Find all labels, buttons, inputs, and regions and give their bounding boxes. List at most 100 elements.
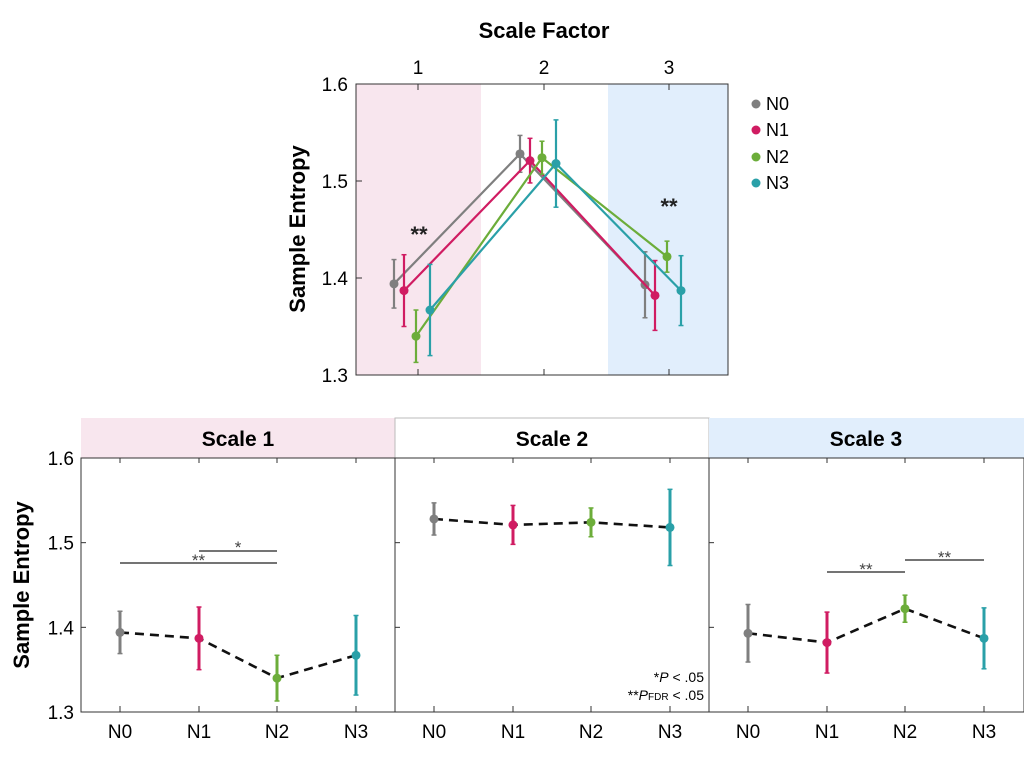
panel3-point-0 bbox=[743, 628, 753, 638]
panel2-point-3 bbox=[665, 522, 675, 532]
legend-marker-n0 bbox=[751, 99, 761, 109]
top-point-n2-0 bbox=[411, 331, 421, 341]
legend-item-n1: N1 bbox=[751, 120, 789, 140]
panel3-sig-label-1: ** bbox=[938, 548, 952, 567]
scale3-shade bbox=[608, 84, 728, 375]
scale1-panel-frame bbox=[80, 457, 396, 713]
panel3-point-3 bbox=[979, 633, 989, 643]
top-ytick-label-1: 1.4 bbox=[322, 269, 349, 290]
scale2-panel: N0 N1 N2 N3 bbox=[395, 457, 682, 743]
panel1-xtick-label-3: N3 bbox=[344, 722, 368, 743]
panel2-xtick-label-2: N2 bbox=[579, 722, 603, 743]
legend-label-n1: N1 bbox=[766, 120, 789, 140]
top-point-n3-2 bbox=[676, 286, 686, 296]
note-pfdr-rest: < .05 bbox=[669, 687, 705, 703]
top-plot-frame bbox=[355, 83, 729, 376]
top-series-layer bbox=[389, 119, 686, 364]
panel2-point-0 bbox=[429, 514, 439, 524]
top-series-n1 bbox=[399, 137, 660, 332]
note-p05-rest: < .05 bbox=[669, 669, 705, 685]
top-xtick-label-2: 3 bbox=[664, 58, 675, 79]
legend-item-n0: N0 bbox=[751, 94, 789, 114]
panel2-xtick-label-1: N1 bbox=[501, 722, 525, 743]
bottom-ytick-label-3: 1.6 bbox=[48, 449, 74, 470]
panel1-point-2 bbox=[272, 673, 282, 683]
scale3-panel-frame bbox=[708, 457, 1024, 713]
legend-marker-n1 bbox=[751, 125, 761, 135]
panel1-sig-label-1: ** bbox=[192, 551, 206, 570]
legend-marker-n3 bbox=[751, 178, 761, 188]
note-pfdr-subscript: FDR bbox=[648, 692, 669, 703]
top-xtick-label-0: 1 bbox=[413, 58, 424, 79]
legend-label-n0: N0 bbox=[766, 94, 789, 114]
legend-label-n2: N2 bbox=[766, 147, 789, 167]
top-point-n0-0 bbox=[389, 279, 399, 289]
top-point-n3-0 bbox=[425, 305, 435, 315]
top-point-n0-1 bbox=[515, 149, 525, 159]
top-point-n3-1 bbox=[551, 159, 561, 169]
top-point-n1-0 bbox=[399, 286, 409, 296]
note-p05-prefix: * bbox=[654, 669, 660, 685]
top-xtick-label-1: 2 bbox=[539, 58, 550, 79]
bottom-y-axis: 1.3 1.4 1.5 1.6 bbox=[48, 449, 75, 724]
top-ytick-label-3: 1.6 bbox=[322, 75, 348, 96]
legend-label-n3: N3 bbox=[766, 173, 789, 193]
top-point-n2-1 bbox=[537, 153, 547, 163]
top-ylabel: Sample Entropy bbox=[285, 144, 310, 312]
top-ytick-label-0: 1.3 bbox=[322, 366, 348, 387]
panel1-point-1 bbox=[194, 633, 204, 643]
scale1-header-title: Scale 1 bbox=[202, 428, 275, 451]
top-annotation-1: ** bbox=[660, 194, 678, 219]
top-point-n2-2 bbox=[662, 252, 672, 262]
panel2-xtick-label-0: N0 bbox=[422, 722, 446, 743]
panel3-xtick-label-0: N0 bbox=[736, 722, 760, 743]
bottom-ytick-label-0: 1.3 bbox=[48, 703, 74, 724]
note-pfdr-symbol: P bbox=[639, 687, 649, 703]
scale3-header-title: Scale 3 bbox=[830, 428, 902, 451]
panel3-sig-label-0: ** bbox=[859, 560, 873, 579]
bottom-ylabel: Sample Entropy bbox=[9, 500, 34, 668]
legend-marker-n2 bbox=[751, 152, 761, 162]
panel3-point-2 bbox=[900, 604, 910, 614]
panel1-xtick-label-1: N1 bbox=[187, 722, 211, 743]
panel3-point-1 bbox=[822, 638, 832, 648]
top-annotation-0: ** bbox=[410, 222, 428, 247]
panel1-xtick-label-0: N0 bbox=[108, 722, 132, 743]
panel2-dashed-line bbox=[433, 517, 671, 529]
top-ytick-label-2: 1.5 bbox=[322, 172, 348, 193]
panel1-dashed-line bbox=[119, 631, 357, 680]
scale3-panel: N0 N1 N2 N3 ** ** bbox=[709, 457, 996, 743]
top-point-n1-1 bbox=[525, 156, 535, 166]
scale2-header-title: Scale 2 bbox=[516, 428, 588, 451]
panel3-xtick-label-2: N2 bbox=[893, 722, 917, 743]
scale1-shade bbox=[356, 84, 481, 375]
top-series-n3 bbox=[425, 119, 686, 357]
scale1-panel: N0 N1 N2 N3*** bbox=[81, 457, 368, 743]
scale3-header-bg bbox=[709, 418, 1024, 458]
panel1-point-3 bbox=[351, 650, 361, 660]
note-pfdr-prefix: ** bbox=[628, 687, 639, 703]
panel3-dashed-line bbox=[747, 607, 985, 644]
bottom-ytick-label-2: 1.5 bbox=[48, 534, 74, 555]
note-p05-symbol: P bbox=[659, 669, 669, 685]
note-pfdr: **PFDR < .05 bbox=[628, 687, 704, 703]
top-annotations: ** ** bbox=[410, 194, 678, 247]
panel2-point-1 bbox=[508, 520, 518, 530]
panel3-xtick-label-3: N3 bbox=[972, 722, 996, 743]
note-p05: *P < .05 bbox=[654, 669, 704, 685]
bottom-panels: Scale 1 Scale 2 Scale 3 Sample Entropy 1… bbox=[9, 417, 1024, 743]
panel3-xtick-label-1: N1 bbox=[815, 722, 839, 743]
legend: N0 N1 N2 N3 bbox=[751, 94, 789, 193]
top-x-axis: 1 2 3 bbox=[413, 58, 675, 375]
panel2-point-2 bbox=[586, 517, 596, 527]
top-chart-title: Scale Factor bbox=[479, 18, 610, 43]
legend-item-n2: N2 bbox=[751, 147, 789, 167]
top-chart: Scale Factor Sample Entropy 1.3 1.4 1.5 1.6… bbox=[285, 18, 789, 387]
bottom-ytick-label-1: 1.4 bbox=[48, 618, 75, 639]
panel1-sig-label-0: * bbox=[235, 538, 242, 557]
legend-item-n3: N3 bbox=[751, 173, 789, 193]
panel1-xtick-label-2: N2 bbox=[265, 722, 289, 743]
panel1-point-0 bbox=[115, 627, 125, 637]
